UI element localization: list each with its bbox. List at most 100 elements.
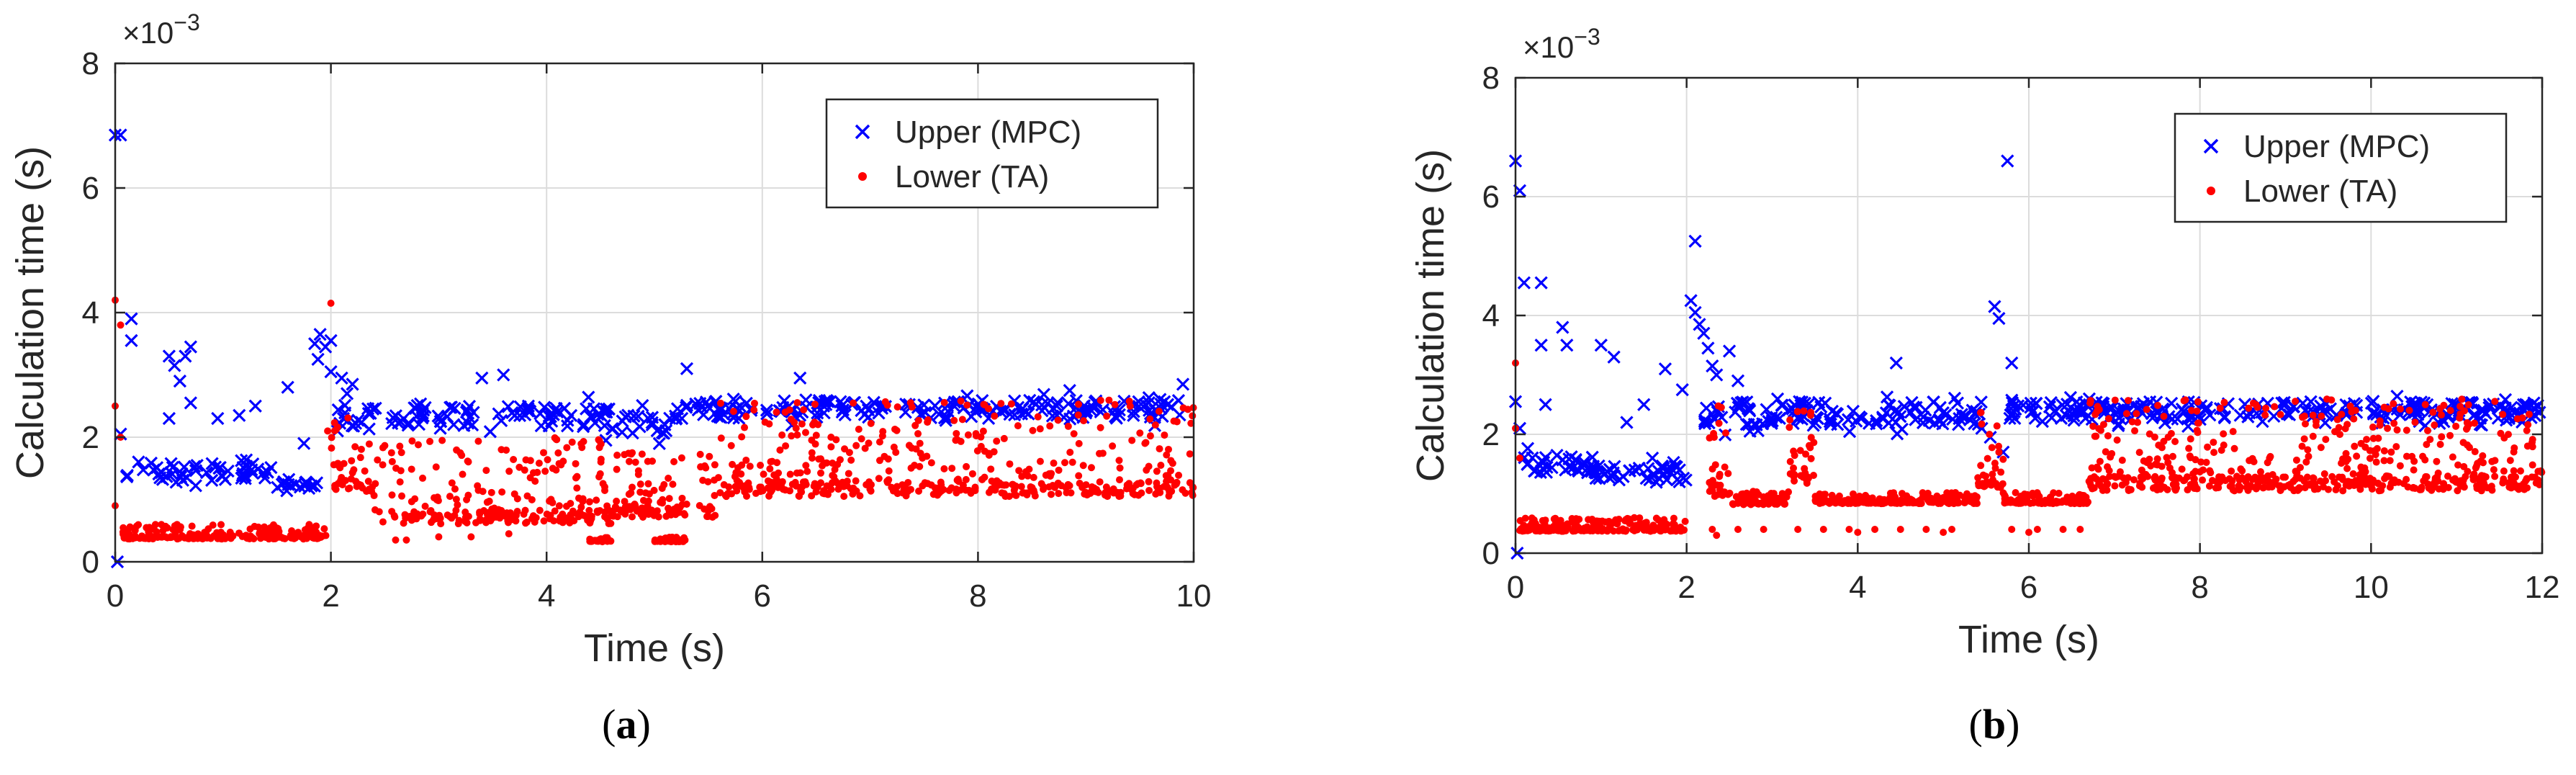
data-point-lower-ta <box>1890 489 1898 497</box>
data-point-lower-ta <box>2523 426 2531 434</box>
data-point-lower-ta <box>1010 486 1018 494</box>
data-point-lower-ta <box>793 431 801 439</box>
data-point-upper-mpc <box>1936 406 1950 420</box>
data-point-lower-ta <box>2193 407 2201 415</box>
data-point-upper-mpc <box>1965 403 1979 417</box>
data-point-upper-mpc <box>218 472 233 486</box>
data-point-lower-ta <box>2510 444 2518 452</box>
data-point-upper-mpc <box>2035 415 2050 429</box>
data-point-lower-ta <box>1832 495 1839 503</box>
data-point-lower-ta <box>2391 478 2399 486</box>
data-point-lower-ta <box>742 413 750 421</box>
data-point-lower-ta <box>2079 498 2086 506</box>
data-point-upper-mpc <box>2005 356 2019 370</box>
data-point-lower-ta <box>2190 475 2198 483</box>
data-point-lower-ta <box>760 470 767 478</box>
x-tick-label: 6 <box>2020 570 2037 605</box>
data-point-lower-ta <box>2193 426 2201 434</box>
data-point-lower-ta <box>757 462 765 470</box>
data-point-lower-ta <box>782 442 790 450</box>
data-point-lower-ta <box>2476 485 2484 493</box>
data-point-lower-ta <box>1991 460 1999 467</box>
data-point-lower-ta <box>328 444 335 452</box>
data-point-lower-ta <box>987 465 995 473</box>
data-point-lower-ta <box>977 433 985 441</box>
data-point-lower-ta <box>991 486 999 494</box>
data-point-upper-mpc <box>1932 413 1947 426</box>
data-point-lower-ta <box>2528 443 2536 451</box>
data-point-lower-ta <box>1760 526 1767 533</box>
data-point-lower-ta <box>1516 454 1523 462</box>
data-point-lower-ta <box>513 495 521 503</box>
data-point-lower-ta <box>1642 519 1650 527</box>
data-point-upper-mpc <box>1802 397 1816 411</box>
data-point-lower-ta <box>2299 413 2307 421</box>
data-point-lower-ta <box>1994 483 2001 491</box>
data-point-lower-ta <box>2304 446 2312 454</box>
data-point-lower-ta <box>572 474 580 482</box>
data-point-lower-ta <box>482 516 490 524</box>
data-point-lower-ta <box>665 475 672 483</box>
data-point-lower-ta <box>547 496 555 503</box>
data-point-lower-ta <box>731 472 739 480</box>
data-point-lower-ta <box>1163 451 1171 459</box>
data-point-lower-ta <box>452 496 460 503</box>
data-point-lower-ta <box>1622 516 1630 524</box>
data-point-lower-ta <box>320 525 328 533</box>
data-point-upper-mpc <box>324 365 338 379</box>
data-point-lower-ta <box>498 488 506 496</box>
data-point-lower-ta <box>1948 526 1956 533</box>
data-point-upper-mpc <box>483 425 497 439</box>
data-point-lower-ta <box>672 538 680 546</box>
data-point-lower-ta <box>2471 419 2479 427</box>
data-point-upper-mpc <box>1693 318 1706 331</box>
data-point-lower-ta <box>2153 461 2161 469</box>
data-point-lower-ta <box>621 498 629 506</box>
data-point-lower-ta <box>363 488 371 496</box>
data-point-lower-ta <box>875 475 883 483</box>
data-point-upper-mpc <box>150 461 164 475</box>
data-point-upper-mpc <box>211 411 225 426</box>
data-point-upper-mpc <box>311 352 325 367</box>
data-point-lower-ta <box>2264 472 2272 480</box>
data-point-lower-ta <box>935 489 943 497</box>
data-point-lower-ta <box>2118 457 2126 465</box>
data-point-lower-ta <box>2411 418 2419 426</box>
data-point-upper-mpc <box>2474 418 2489 432</box>
data-point-lower-ta <box>535 460 543 467</box>
data-point-lower-ta <box>1791 477 1798 485</box>
data-point-lower-ta <box>811 440 819 448</box>
data-point-lower-ta <box>2405 406 2413 414</box>
data-point-lower-ta <box>131 527 139 534</box>
data-point-lower-ta <box>2186 452 2194 460</box>
data-point-upper-mpc <box>1521 457 1535 470</box>
data-point-lower-ta <box>738 461 746 469</box>
data-point-lower-ta <box>392 536 400 544</box>
legend-label-upper-mpc: Upper (MPC) <box>895 115 1081 150</box>
data-point-upper-mpc <box>338 398 352 412</box>
data-point-lower-ta <box>2440 480 2448 488</box>
data-point-upper-mpc <box>1731 374 1745 388</box>
data-point-lower-ta <box>613 497 621 505</box>
data-point-upper-mpc <box>125 333 138 348</box>
data-point-upper-mpc <box>1950 396 1965 410</box>
data-point-lower-ta <box>2114 472 2122 480</box>
data-point-lower-ta <box>1598 517 1606 525</box>
data-point-upper-mpc <box>1892 406 1906 419</box>
data-point-upper-mpc <box>560 419 575 433</box>
data-point-lower-ta <box>1816 499 1824 507</box>
data-point-lower-ta <box>2192 467 2199 475</box>
data-point-upper-mpc <box>576 420 590 434</box>
data-point-lower-ta <box>1636 514 1644 522</box>
data-point-lower-ta <box>476 516 484 524</box>
data-point-lower-ta <box>2506 457 2514 465</box>
data-point-lower-ta <box>2220 430 2228 438</box>
data-point-lower-ta <box>1608 519 1616 527</box>
data-point-lower-ta <box>505 467 513 475</box>
data-point-lower-ta <box>802 462 810 470</box>
data-point-lower-ta <box>1953 493 1961 501</box>
data-point-upper-mpc <box>521 399 536 413</box>
data-point-lower-ta <box>125 530 133 538</box>
data-point-lower-ta <box>348 457 356 465</box>
data-point-lower-ta <box>625 490 633 498</box>
